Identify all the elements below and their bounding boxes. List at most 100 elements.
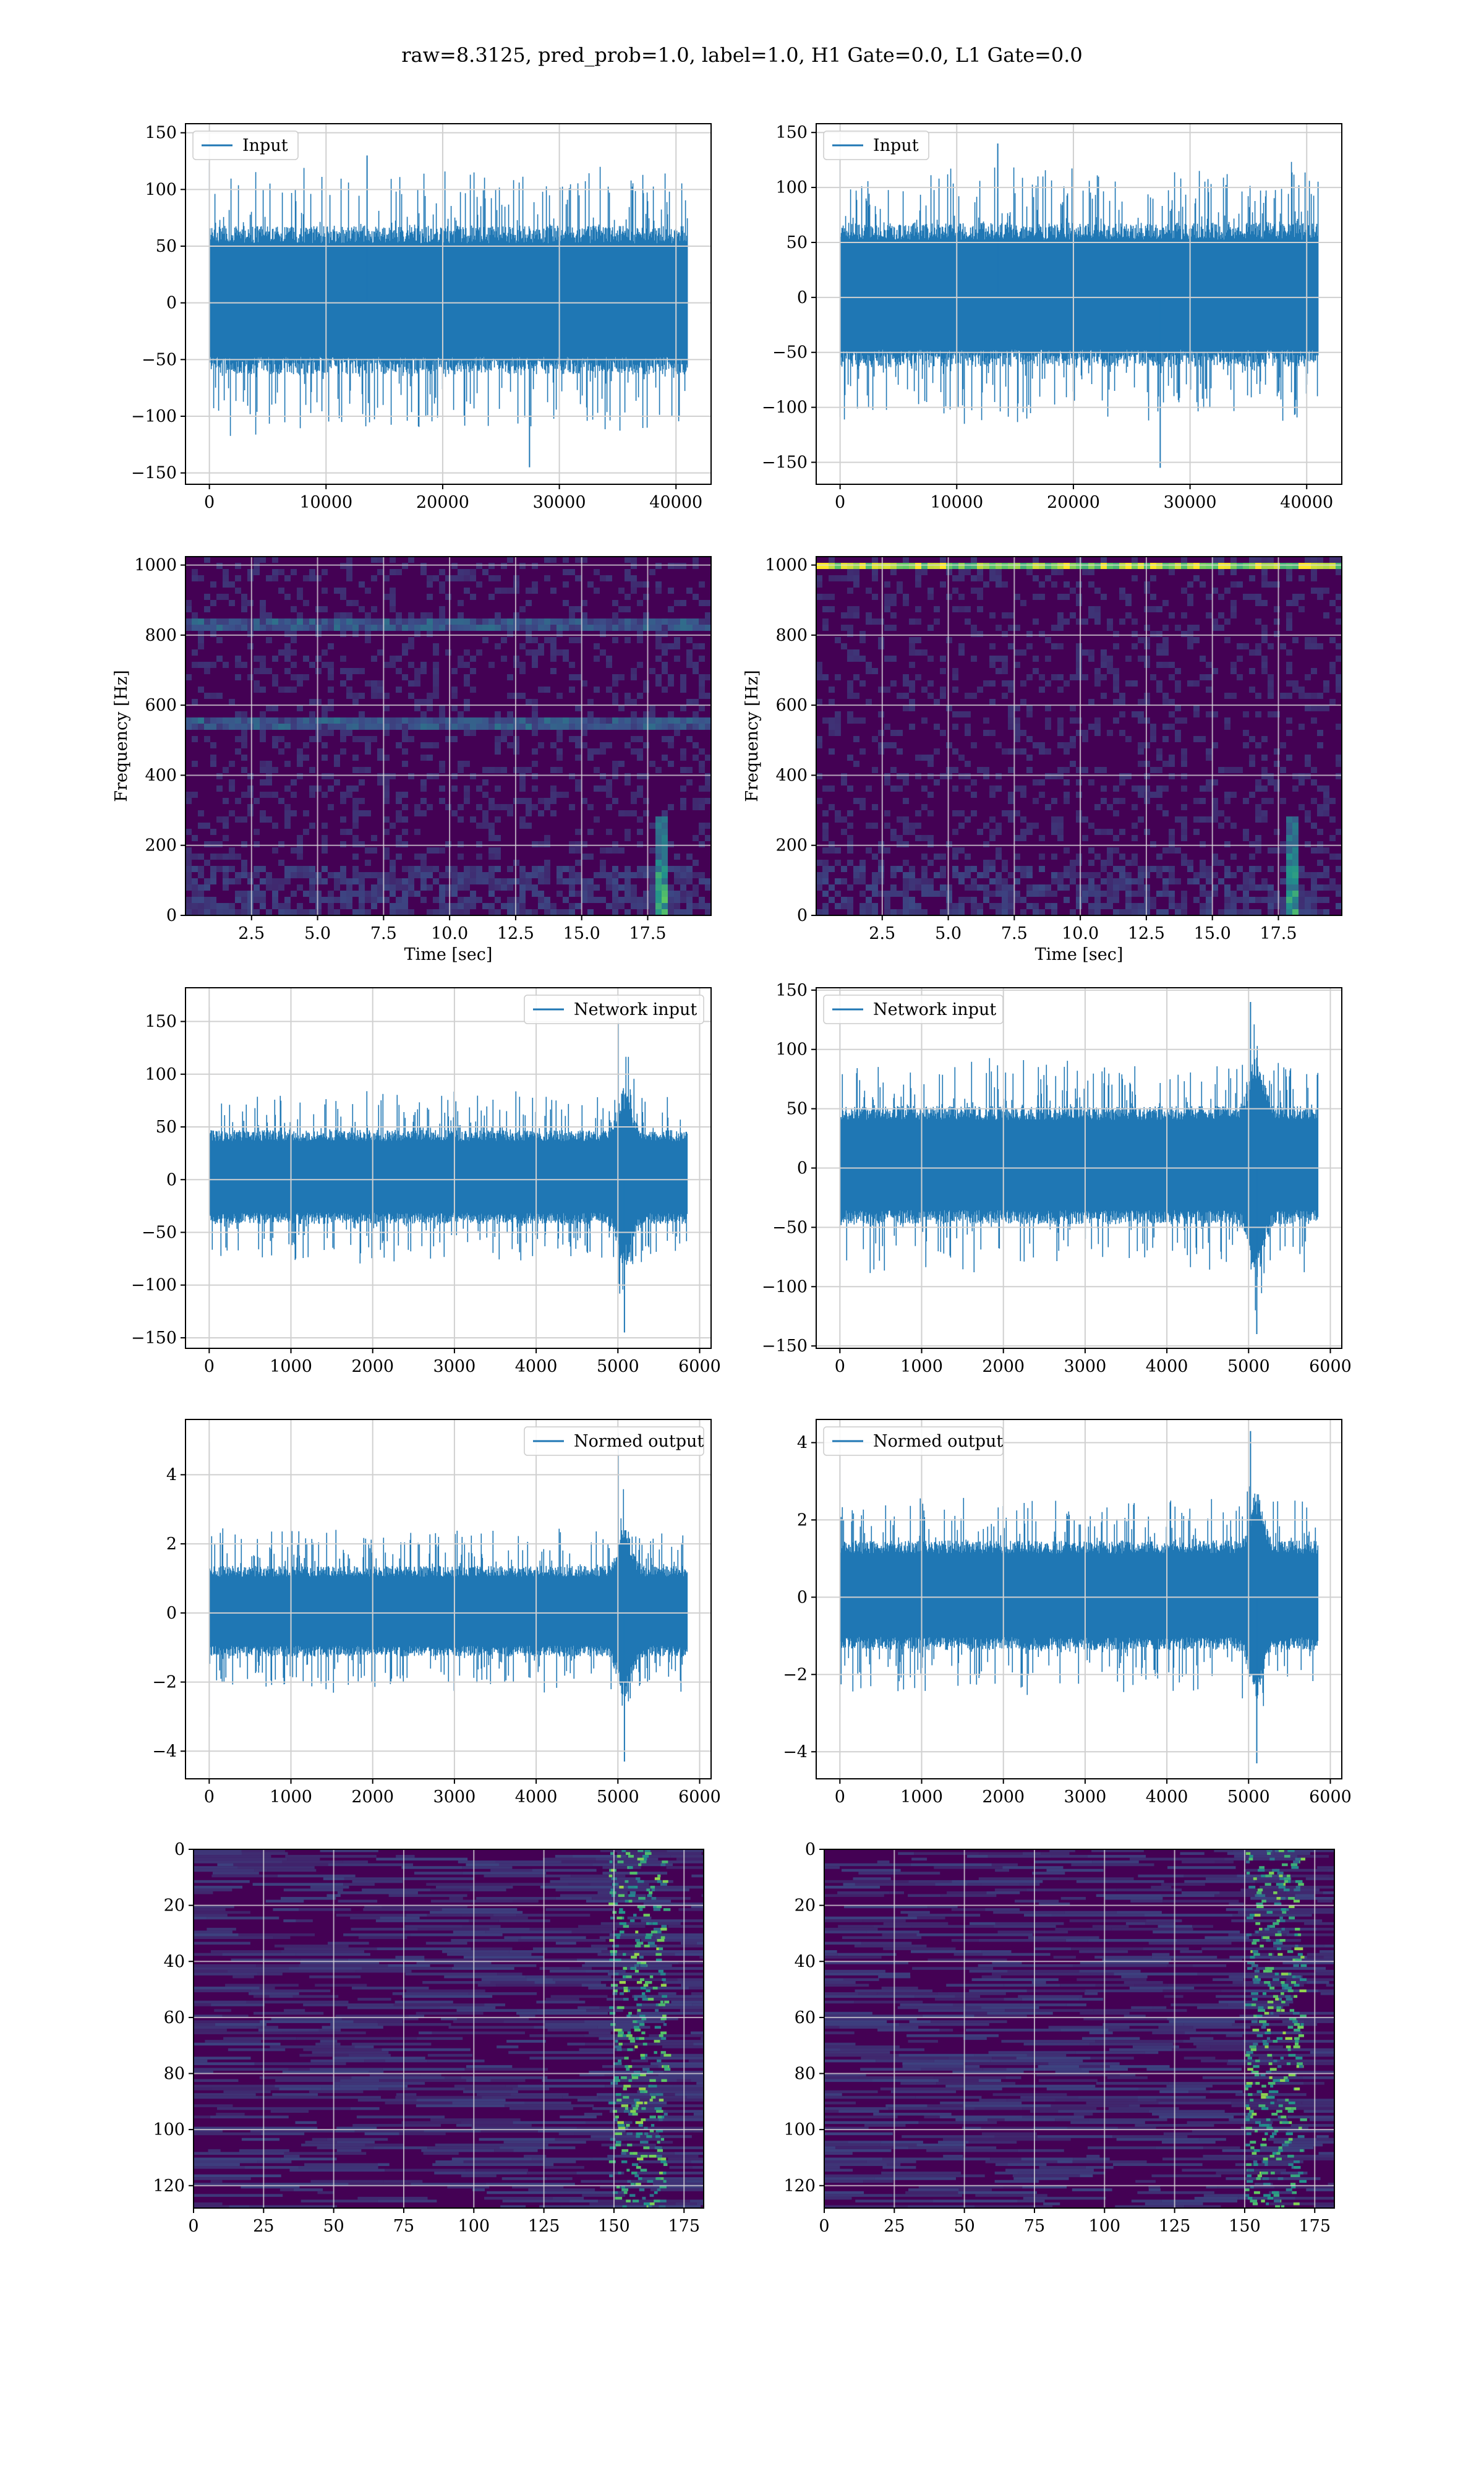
heatmap-cell xyxy=(1224,816,1230,823)
heatmap-cell xyxy=(267,1868,317,1872)
heatmap-cell xyxy=(1156,792,1162,798)
heatmap-cell xyxy=(626,2168,630,2172)
heatmap-cell xyxy=(433,649,439,656)
heatmap-cell xyxy=(965,618,971,625)
heatmap-cell xyxy=(835,724,841,730)
heatmap-cell xyxy=(186,878,192,884)
heatmap-cell xyxy=(257,1972,283,1975)
heatmap-cell xyxy=(859,860,866,866)
heatmap-cell xyxy=(1249,668,1255,674)
heatmap-cell xyxy=(1193,563,1200,569)
heatmap-cell xyxy=(1169,761,1175,767)
heatmap-cell xyxy=(915,569,921,575)
heatmap-cell xyxy=(841,779,847,785)
heatmap-cell xyxy=(890,891,897,897)
heatmap-cell xyxy=(878,872,884,878)
heatmap-cell xyxy=(1051,872,1057,878)
heatmap-cell xyxy=(927,656,934,662)
heatmap-cell xyxy=(628,1866,633,1869)
heatmap-cell xyxy=(1045,680,1051,687)
heatmap-cell xyxy=(686,903,693,909)
heatmap-cell xyxy=(859,909,866,915)
heatmap-cell xyxy=(1292,884,1298,891)
heatmap-cell xyxy=(1082,649,1088,656)
heatmap-cell xyxy=(1169,847,1175,854)
heatmap-cell xyxy=(352,891,359,897)
heatmap-cell xyxy=(458,854,464,860)
heatmap-cell xyxy=(660,2160,667,2164)
heatmap-cell xyxy=(385,2168,466,2172)
heatmap-cell xyxy=(613,2118,618,2121)
heatmap-cell xyxy=(1230,668,1237,674)
heatmap-cell xyxy=(402,649,408,656)
heatmap-cell xyxy=(581,1984,607,1987)
heatmap-cell xyxy=(643,810,649,816)
heatmap-cell xyxy=(1181,748,1187,755)
heatmap-cell xyxy=(301,2199,378,2202)
heatmap-cell xyxy=(408,891,414,897)
heatmap-cell xyxy=(300,1961,380,1964)
heatmap-cell xyxy=(229,878,235,884)
heatmap-cell xyxy=(512,2185,564,2189)
heatmap-cell xyxy=(435,2143,472,2147)
heatmap-cell xyxy=(270,2110,309,2113)
heatmap-cell xyxy=(1246,1877,1292,1880)
heatmap-cell xyxy=(420,699,427,705)
heatmap-cell xyxy=(628,2011,633,2015)
x-tick-label: 10000 xyxy=(930,493,983,512)
heatmap-cell xyxy=(208,2152,284,2155)
heatmap-cell xyxy=(495,897,501,903)
heatmap-cell xyxy=(194,1885,243,1889)
heatmap-cell xyxy=(390,891,396,897)
heatmap-cell xyxy=(352,1880,403,1883)
heatmap-cell xyxy=(1261,878,1268,884)
heatmap-cell xyxy=(451,717,458,724)
heatmap-cell xyxy=(322,606,328,612)
heatmap-cell xyxy=(569,891,575,897)
heatmap-cell xyxy=(291,792,297,798)
heatmap-cell xyxy=(211,2003,265,2006)
heatmap-cell xyxy=(553,1978,626,1981)
heatmap-cell xyxy=(897,841,903,847)
heatmap-cell xyxy=(297,755,303,761)
heatmap-cell xyxy=(1258,1894,1266,1898)
heatmap-cell xyxy=(859,637,866,643)
heatmap-cell xyxy=(1277,1872,1284,1875)
heatmap-cell xyxy=(297,847,303,854)
heatmap-cell xyxy=(1125,563,1132,569)
heatmap-cell xyxy=(396,816,402,823)
heatmap-cell xyxy=(1292,829,1298,835)
heatmap-cell xyxy=(1026,891,1033,897)
heatmap-cell xyxy=(1082,767,1088,773)
heatmap-cell xyxy=(550,792,556,798)
heatmap-cell xyxy=(513,897,519,903)
heatmap-cell xyxy=(210,2180,223,2183)
heatmap-cell xyxy=(600,1930,613,1933)
heatmap-cell xyxy=(612,717,618,724)
heatmap-cell xyxy=(223,594,229,600)
heatmap-cell xyxy=(192,854,198,860)
heatmap-cell xyxy=(915,649,921,656)
heatmap-cell xyxy=(513,736,519,742)
heatmap-cell xyxy=(1249,897,1255,903)
heatmap-cell xyxy=(627,2180,631,2183)
heatmap-cell xyxy=(649,2202,655,2206)
heatmap-cell xyxy=(365,637,371,643)
heatmap-cell xyxy=(1181,588,1187,594)
heatmap-cell xyxy=(445,575,451,581)
heatmap-cell xyxy=(940,891,946,897)
heatmap-cell xyxy=(576,2172,625,2175)
heatmap-cell xyxy=(538,878,544,884)
heatmap-cell xyxy=(614,2029,631,2032)
heatmap-cell xyxy=(328,717,334,724)
heatmap-cell xyxy=(513,742,519,748)
heatmap-cell xyxy=(958,823,965,829)
x-tick-label: 2000 xyxy=(351,1787,394,1807)
heatmap-cell xyxy=(683,2110,704,2113)
heatmap-cell xyxy=(488,884,495,891)
heatmap-cell xyxy=(903,680,909,687)
heatmap-cell xyxy=(383,779,390,785)
heatmap-cell xyxy=(194,1967,289,1970)
heatmap-cell xyxy=(1101,903,1107,909)
heatmap-cell xyxy=(272,717,278,724)
